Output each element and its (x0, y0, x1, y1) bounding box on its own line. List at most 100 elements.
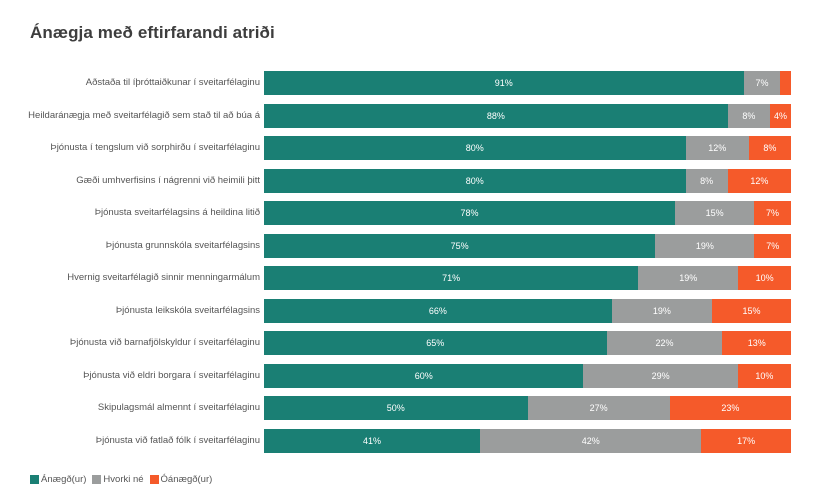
data-label: 27% (589, 403, 608, 413)
legend-swatch-satisfied (30, 475, 39, 484)
data-label: 10% (755, 273, 774, 283)
data-label: 65% (426, 338, 445, 348)
bar-segment-satisfied: 88% (264, 103, 728, 128)
legend-label-dissatisfied: Óánægð(ur) (160, 474, 213, 485)
data-label: 7% (755, 78, 769, 88)
data-label: 42% (581, 435, 600, 446)
legend-item-neutral: Hvorki né (92, 474, 144, 485)
category-label: Skipulagsmál almennt í sveitarfélaginu (97, 402, 260, 413)
bar-segment-satisfied: 91% (264, 71, 744, 95)
data-label: 8% (763, 143, 777, 153)
legend-swatch-dissatisfied (149, 475, 159, 484)
bar-segment-dissatisfied: 7% (754, 233, 791, 258)
category-label: Þjónusta sveitarfélagsins á heildina lit… (94, 207, 260, 218)
data-label: 23% (721, 403, 740, 413)
bar-segment-neutral: 8% (727, 103, 770, 128)
bar-segment-neutral: 22% (606, 331, 723, 355)
data-label: 41% (363, 435, 382, 446)
bar-segment-neutral: 42% (480, 428, 702, 453)
bar-segment-dissatisfied: 10% (738, 266, 791, 290)
data-label: 88% (486, 110, 505, 121)
data-label: 12% (750, 175, 769, 186)
bar-segment-satisfied: 60% (264, 363, 584, 388)
bar-segment-satisfied: 80% (264, 136, 686, 160)
category-label: Þjónusta við fatlað fólk í sveitarfélagi… (95, 434, 260, 446)
data-label: 60% (414, 370, 433, 381)
data-label: 29% (651, 370, 670, 381)
bar-segment-neutral: 27% (527, 396, 670, 420)
data-label: 12% (708, 143, 727, 153)
bar-segment-satisfied: 80% (264, 168, 686, 193)
bar-segment-dissatisfied: 23% (669, 396, 791, 420)
data-label: 13% (747, 338, 766, 348)
data-label: 19% (695, 240, 714, 251)
legend-label-satisfied: Ánægð(ur) (41, 474, 87, 485)
bar-segment-satisfied: 41% (264, 428, 481, 453)
data-label: 66% (428, 305, 447, 316)
bar-segment-dissatisfied: 17% (701, 428, 791, 453)
bar-row: 65% 22% 13% (264, 331, 791, 355)
legend-item-satisfied: Ánægð(ur) (30, 474, 86, 485)
legend-swatch-neutral (92, 475, 102, 484)
bar-segment-neutral: 19% (655, 233, 755, 258)
category-label: Gæði umhverfisins í nágrenni við heimili… (76, 174, 260, 186)
bar-row: 75% 19% 7% (264, 233, 791, 258)
legend-item-dissatisfied: Óánægð(ur) (149, 474, 213, 485)
category-label: Þjónusta við eldri borgara í sveitarféla… (83, 369, 260, 381)
bar-segment-satisfied: 75% (264, 233, 656, 258)
data-label: 91% (494, 78, 513, 88)
data-label: 15% (742, 305, 761, 316)
bar-row: 41% 42% 17% (264, 428, 791, 453)
bar-segment-neutral: 19% (611, 298, 712, 323)
data-label: 7% (766, 208, 780, 218)
bar-segment-neutral: 19% (638, 266, 739, 290)
data-label: 80% (465, 143, 484, 153)
bar-segment-satisfied: 78% (264, 201, 676, 225)
bar-segment-dissatisfied (780, 71, 791, 95)
category-label: Aðstaða til íþróttaiðkunar í sveitarféla… (85, 77, 260, 88)
bar-segment-satisfied: 50% (264, 396, 528, 420)
bar-row: 80% 8% 12% (264, 168, 791, 193)
bar-row: 91% 7% (264, 71, 791, 95)
bar-row: 60% 29% 10% (264, 363, 791, 388)
data-label: 71% (442, 273, 461, 283)
legend: Ánægð(ur) Hvorki né Óánægð(ur) (30, 474, 218, 485)
data-label: 19% (652, 305, 671, 316)
bar-segment-dissatisfied: 12% (727, 168, 791, 193)
bar-segment-neutral: 7% (743, 71, 781, 95)
category-label: Hvernig sveitarfélagið sinnir menningarm… (67, 272, 260, 283)
bar-segment-satisfied: 66% (264, 298, 612, 323)
bar-segment-dissatisfied: 13% (722, 331, 791, 355)
bar-segment-neutral: 15% (675, 201, 755, 225)
data-label: 50% (386, 403, 405, 413)
bar-segment-dissatisfied: 4% (769, 103, 791, 128)
category-label: Heildaránægja með sveitarfélagið sem sta… (28, 109, 260, 121)
bar-segment-neutral: 29% (583, 363, 738, 388)
bar-segment-satisfied: 71% (264, 266, 639, 290)
bar-segment-dissatisfied: 8% (748, 136, 791, 160)
bar-segment-dissatisfied: 15% (711, 298, 791, 323)
chart-title: Ánægja með eftirfarandi atriði (30, 23, 275, 42)
bar-row: 88% 8% 4% (264, 103, 791, 128)
data-label: 8% (742, 110, 756, 121)
bar-segment-dissatisfied: 10% (737, 363, 791, 388)
category-label: Þjónusta í tengslum við sorphirðu í svei… (50, 142, 260, 153)
bar-row: 66% 19% 15% (264, 298, 791, 323)
category-label: Þjónusta grunnskóla sveitarfélagsins (105, 239, 260, 251)
bar-segment-satisfied: 65% (264, 331, 607, 355)
legend-label-neutral: Hvorki né (103, 474, 144, 485)
bar-row: 50% 27% 23% (264, 396, 791, 420)
data-label: 75% (450, 240, 469, 251)
category-label: Þjónusta leikskóla sveitarfélagsins (115, 304, 260, 316)
data-label: 15% (705, 208, 724, 218)
data-label: 10% (755, 370, 774, 381)
data-label: 17% (737, 435, 756, 446)
data-label: 22% (655, 338, 674, 348)
bar-segment-neutral: 12% (685, 136, 749, 160)
data-label: 78% (460, 208, 479, 218)
bar-segment-dissatisfied: 7% (754, 201, 791, 225)
bar-segment-neutral: 8% (685, 168, 728, 193)
data-label: 80% (465, 175, 484, 186)
bar-row: 80% 12% 8% (264, 136, 791, 160)
category-label: Þjónusta við barnafjölskyldur í sveitarf… (69, 337, 260, 348)
